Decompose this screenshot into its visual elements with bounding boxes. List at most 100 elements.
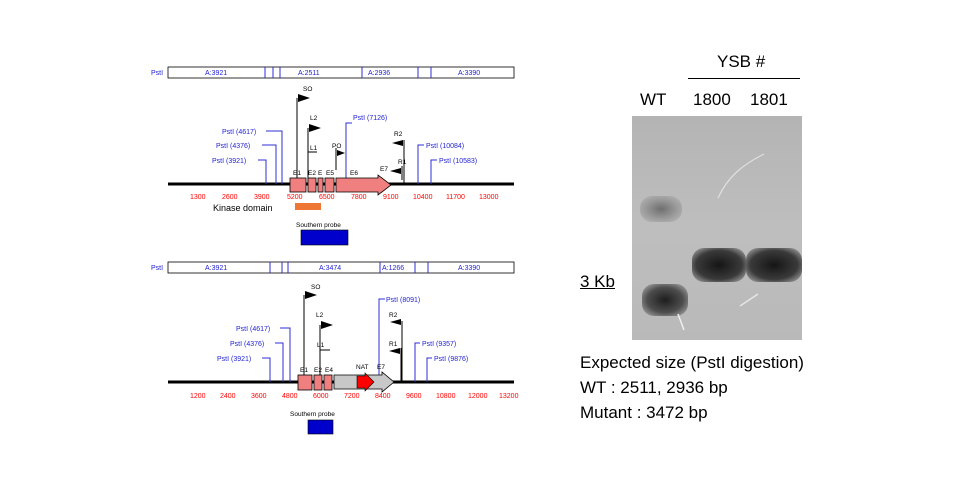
- strain-header: YSB #: [717, 52, 766, 71]
- summary-wt: WT : 2511, 2936 bp: [580, 378, 728, 397]
- wt-scale: 1300 2600 3900 5200 6500 7800 9100 10400…: [190, 194, 499, 201]
- mut-fragment-2: A:3474: [319, 265, 341, 272]
- wt-lower-band: [642, 284, 688, 316]
- wt-probe-label: Southern probe: [296, 222, 341, 229]
- wt-scale-tick: 5200: [287, 194, 303, 201]
- mut-exon-label-e1: E1: [300, 367, 308, 374]
- southern-blot-image: [632, 116, 802, 340]
- wt-site-10583: PstI (10583): [439, 158, 477, 165]
- wt-exon-2: [307, 177, 317, 193]
- mut-primer-l1: L1: [317, 342, 325, 349]
- mutant-map: PstI A:3921 A:3474 A:1266 A:3390 PstI (4…: [151, 261, 519, 435]
- mut-site-4376: PstI (4376): [230, 341, 264, 348]
- summary-title: Expected size (PstI digestion): [580, 353, 804, 372]
- mut-exon-label-e2: E2: [314, 367, 322, 374]
- wt-site-3921: PstI (3921): [212, 158, 246, 165]
- wt-site-10084: PstI (10084): [426, 143, 464, 150]
- wt-fragment-4: A:3390: [458, 70, 480, 77]
- mut-scale-tick: 6000: [313, 393, 329, 400]
- wt-primer-l1: L1: [310, 145, 318, 152]
- mut-scale-tick: 1200: [190, 393, 206, 400]
- wt-exon-1: [289, 177, 307, 193]
- mut-scale-tick: 7200: [344, 393, 360, 400]
- wt-site-4376-leader: [262, 144, 277, 184]
- wt-map: PstI A:3921 A:2511 A:2936 A:3390 PstI (4…: [151, 66, 515, 246]
- wt-fragment-3: A:2936: [368, 70, 390, 77]
- wt-site-10583-leader: [430, 159, 437, 184]
- lane-label-1800: 1800: [693, 90, 731, 109]
- wt-primer-po: PO: [332, 143, 341, 150]
- mut-scale-tick: 12000: [468, 393, 488, 400]
- mut-primer-l2: L2: [316, 312, 324, 319]
- wt-site-4376: PstI (4376): [216, 143, 250, 150]
- mut-primer-r1: R1: [389, 341, 398, 348]
- mut-pst-bar-label: PstI: [151, 265, 163, 272]
- mut-site-9357-leader: [414, 342, 420, 382]
- wt-exon-5: [324, 177, 335, 193]
- wt-site-7126: PstI (7126): [353, 115, 387, 122]
- wt-exon-6-arrow: [335, 174, 392, 196]
- mut-site-9876-leader: [426, 357, 432, 382]
- wt-scale-tick: 7800: [351, 194, 367, 201]
- mut-site-3921: PstI (3921): [217, 356, 251, 363]
- mut-fragment-4: A:3390: [458, 265, 480, 272]
- mut-scale-tick: 10800: [436, 393, 456, 400]
- kinase-domain-label: Kinase domain: [213, 203, 273, 213]
- wt-scale-tick: 2600: [222, 194, 238, 201]
- mut-scale-tick: 2400: [220, 393, 236, 400]
- mut-site-9357: PstI (9357): [422, 341, 456, 348]
- mut-site-3921-leader: [262, 357, 271, 382]
- mut-site-9876: PstI (9876): [434, 356, 468, 363]
- mut-exon-label-e4: E4: [325, 367, 333, 374]
- gel-artifacts: [677, 153, 765, 331]
- wt-primer-l2: L2: [310, 115, 318, 122]
- wt-primer-so: SO: [303, 86, 312, 93]
- mut-probe-label: Southern probe: [290, 411, 335, 418]
- mut-scale-tick: 3600: [251, 393, 267, 400]
- wt-scale-tick: 11700: [446, 194, 465, 201]
- kinase-domain-bar: [295, 203, 321, 210]
- mut-fragment-bar: [167, 261, 515, 274]
- size-marker-3kb: 3 Kb: [580, 272, 615, 291]
- wt-pst-bar-label: PstI: [151, 70, 163, 77]
- wt-site-7126-leader: [345, 122, 352, 184]
- wt-primer-r2: R2: [394, 131, 403, 138]
- nat-label: NAT: [356, 364, 369, 371]
- wt-primer-r1: R1: [398, 159, 407, 166]
- strain-header-rule: [688, 78, 800, 79]
- mut-exon-2: [313, 374, 323, 391]
- mut-fragment-1: A:3921: [205, 265, 227, 272]
- wt-exon-label-e5: E5: [326, 170, 334, 177]
- mut-scale-tick: 9600: [406, 393, 422, 400]
- lane-label-1801: 1801: [750, 90, 788, 109]
- wt-fragment-bar: [167, 66, 515, 79]
- mut-exon-1: [297, 374, 313, 391]
- wt-exon-label-e1: E1: [293, 170, 301, 177]
- mut-exon-e7: E7: [377, 364, 385, 371]
- wt-scale-tick: 13000: [479, 194, 499, 201]
- mut-site-8091: PstI (8091): [386, 297, 420, 304]
- mut-fragment-3: A:1266: [382, 265, 404, 272]
- wt-scale-tick: 9100: [383, 194, 399, 201]
- mut-scale-tick: 4800: [282, 393, 298, 400]
- mut-exon-4: [323, 374, 333, 391]
- mut-site-4617-leader: [280, 327, 291, 382]
- wt-site-10084-leader: [417, 144, 424, 184]
- wt-exon-e7: E7: [380, 166, 388, 173]
- wt-scale-tick: 10400: [413, 194, 433, 201]
- wt-site-4617-leader: [266, 130, 283, 184]
- mut-scale-tick: 13200: [499, 393, 519, 400]
- wt-exon-3: [317, 177, 324, 193]
- mut-site-4376-leader: [275, 342, 284, 382]
- wt-site-3921-leader: [258, 159, 267, 184]
- mut-site-8091-leader: [378, 298, 385, 382]
- mut-primer-r2: R2: [389, 312, 398, 319]
- wt-southern-probe: [300, 229, 349, 246]
- mut-scale: 1200 2400 3600 4800 6000 7200 8400 9600 …: [190, 393, 519, 400]
- mutant-1801-band: [746, 248, 802, 282]
- wt-scale-tick: 6500: [319, 194, 335, 201]
- wt-fragment-2: A:2511: [298, 70, 320, 77]
- wt-exon-label-e2: E2: [308, 170, 316, 177]
- mut-site-4617: PstI (4617): [236, 326, 270, 333]
